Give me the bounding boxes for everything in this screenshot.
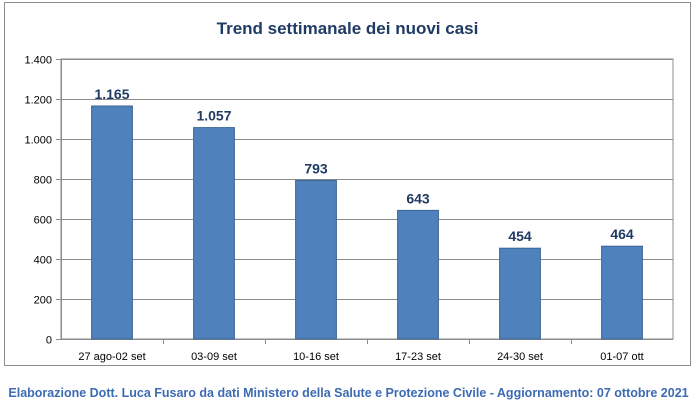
chart-frame: Trend settimanale dei nuovi casi 0 200 400… — [4, 2, 691, 366]
bar — [397, 209, 439, 340]
chart-title: Trend settimanale dei nuovi casi — [216, 19, 479, 38]
x-tick-label: 24-30 set — [497, 351, 543, 363]
y-tick-label: 200 — [34, 295, 52, 307]
bar-value-label: 1.057 — [196, 108, 231, 124]
bar-value-label: 464 — [610, 226, 634, 242]
x-tick-label: 17-23 set — [395, 351, 441, 363]
footer-credit: Elaborazione Dott. Luca Fusaro da dati M… — [8, 386, 689, 400]
bar-value-label: 454 — [508, 228, 532, 244]
x-tick-label: 10-16 set — [293, 351, 339, 363]
y-tick-label: 1.000 — [24, 135, 52, 147]
y-tick-label: 1.400 — [24, 55, 52, 67]
bar — [601, 245, 643, 340]
bar-value-label: 793 — [304, 160, 328, 176]
bar-value-label: 643 — [406, 190, 430, 206]
x-tick-label: 27 ago-02 set — [78, 351, 145, 363]
y-tick-label: 800 — [34, 175, 52, 187]
x-tick-label: 03-09 set — [191, 351, 237, 363]
y-tick-label: 0 — [46, 335, 52, 347]
x-tick-label: 01-07 ott — [600, 351, 643, 363]
bar — [193, 127, 235, 340]
y-tick-label: 1.200 — [24, 95, 52, 107]
y-tick-label: 400 — [34, 255, 52, 267]
bar — [91, 105, 133, 340]
bar-value-label: 1.165 — [94, 86, 129, 102]
plot-area — [60, 58, 674, 340]
y-tick-label: 600 — [34, 215, 52, 227]
bar-chart: 0 200 400 600 800 1.000 1.200 1.400 1.165 27 ago-… — [24, 55, 674, 363]
bar — [499, 247, 541, 340]
bar — [295, 179, 337, 340]
